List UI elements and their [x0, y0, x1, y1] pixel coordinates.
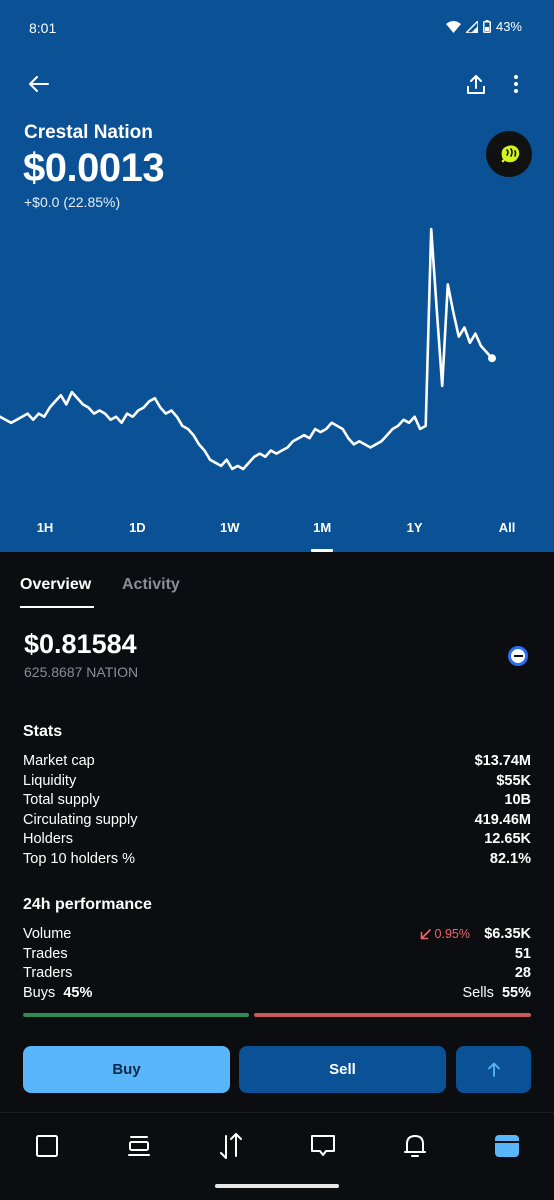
buys-sells-row: Buys 45% Sells 55% — [23, 985, 531, 1005]
more-vertical-icon — [514, 75, 518, 93]
stat-value: 82.1% — [489, 851, 531, 867]
time-range-1h[interactable]: 1H — [36, 520, 54, 535]
nav-notifications[interactable] — [400, 1131, 430, 1161]
stat-label: Total supply — [23, 792, 100, 809]
sells-label: Sells — [462, 985, 494, 1001]
stat-row: Holders 12.65K — [23, 831, 531, 851]
detail-tabs: Overview Activity — [0, 576, 554, 610]
time-range-1d[interactable]: 1D — [129, 520, 146, 535]
time-range-selector: 1H 1D 1W 1M 1Y All — [0, 520, 554, 552]
share-icon — [467, 74, 485, 94]
hide-token-button[interactable] — [508, 646, 528, 666]
stat-row: Circulating supply 419.46M — [23, 812, 531, 832]
token-name: Crestal Nation — [24, 122, 153, 143]
send-button[interactable] — [456, 1046, 531, 1093]
traders-label: Traders — [23, 965, 73, 981]
arrow-down-left-icon — [420, 928, 431, 939]
stat-value: $55K — [496, 772, 531, 789]
volume-row: Volume 0.95% $6.35K — [23, 926, 531, 946]
more-options-button[interactable] — [498, 66, 534, 102]
chart-current-point — [488, 354, 496, 363]
buys-label: Buys — [23, 985, 56, 1001]
volume-label: Volume — [23, 926, 72, 942]
battery-icon — [482, 20, 491, 33]
message-icon — [311, 1135, 335, 1156]
square-icon — [36, 1135, 58, 1157]
share-button[interactable] — [458, 66, 494, 102]
arrow-up-icon — [487, 1062, 500, 1077]
token-price-change: +$0.0 (22.85%) — [24, 194, 121, 210]
tab-activity[interactable]: Activity — [122, 576, 180, 593]
price-chart[interactable] — [0, 215, 554, 495]
chart-series-line — [0, 227, 494, 471]
status-time: 8:01 — [29, 20, 57, 36]
trades-row: Trades 51 — [23, 946, 531, 966]
stat-row: Total supply 10B — [23, 792, 531, 812]
buys-value: 45% — [63, 985, 93, 1001]
stat-value: 12.65K — [484, 831, 531, 848]
stat-row: Market cap $13.74M — [23, 753, 531, 773]
balance-token-amount: 625.8687 NATION — [24, 664, 139, 680]
volume-change-value: 0.95% — [434, 927, 470, 941]
performance-title: 24h performance — [23, 896, 152, 913]
balance-value: $0.81584 — [24, 629, 137, 659]
stat-value: $13.74M — [474, 753, 531, 769]
volume-value: $6.35K — [484, 926, 531, 942]
signal-icon — [465, 20, 478, 33]
token-hero: 8:01 43% Crestal Nation $0.0013 +$0.0 (2… — [0, 0, 554, 552]
token-price: $0.0013 — [23, 146, 165, 190]
status-icons: 43% — [445, 19, 522, 34]
time-range-all[interactable]: All — [498, 520, 516, 535]
trades-label: Trades — [23, 946, 68, 962]
home-indicator — [215, 1184, 339, 1188]
sells-stat: Sells 55% — [462, 985, 531, 1001]
stats-title: Stats — [23, 723, 63, 740]
stat-label: Market cap — [23, 753, 95, 769]
sell-button[interactable]: Sell — [239, 1046, 446, 1093]
stack-icon — [128, 1136, 150, 1156]
buy-button[interactable]: Buy — [23, 1046, 230, 1093]
stat-label: Holders — [23, 831, 73, 848]
back-button[interactable] — [21, 66, 57, 102]
token-logo — [486, 131, 532, 177]
stat-value: 10B — [504, 792, 531, 809]
nav-home[interactable] — [32, 1131, 62, 1161]
wallet-icon — [495, 1135, 519, 1157]
stat-value: 419.46M — [474, 811, 531, 828]
sells-ratio-bar — [254, 1013, 531, 1017]
arrow-left-icon — [29, 76, 49, 92]
stat-row: Liquidity $55K — [23, 773, 531, 793]
time-range-1y[interactable]: 1Y — [406, 520, 423, 535]
time-range-1w[interactable]: 1W — [220, 520, 240, 535]
buys-ratio-bar — [23, 1013, 249, 1017]
battery-level: 43% — [495, 19, 522, 34]
nav-wallet[interactable] — [492, 1131, 522, 1161]
stat-label: Circulating supply — [23, 811, 138, 828]
stat-row: Top 10 holders % 82.1% — [23, 851, 531, 871]
tab-overview[interactable]: Overview — [20, 576, 92, 593]
stat-label: Top 10 holders % — [23, 851, 136, 867]
swap-icon — [220, 1133, 242, 1159]
nav-stack[interactable] — [124, 1131, 154, 1161]
wifi-icon — [445, 20, 461, 33]
time-range-1m[interactable]: 1M — [292, 520, 352, 552]
nav-swap[interactable] — [216, 1131, 246, 1161]
nav-messages[interactable] — [308, 1131, 338, 1161]
trades-value: 51 — [514, 946, 531, 962]
status-bar: 8:01 43% — [0, 0, 554, 56]
volume-change: 0.95% — [420, 927, 470, 941]
token-logo-icon — [501, 145, 520, 163]
bell-icon — [404, 1135, 426, 1157]
minus-icon — [513, 654, 523, 658]
sells-value: 55% — [501, 985, 531, 1001]
traders-value: 28 — [514, 965, 531, 981]
stat-label: Liquidity — [23, 772, 77, 789]
active-tab-indicator — [20, 606, 94, 608]
buys-stat: Buys 45% — [23, 985, 92, 1001]
traders-row: Traders 28 — [23, 965, 531, 985]
